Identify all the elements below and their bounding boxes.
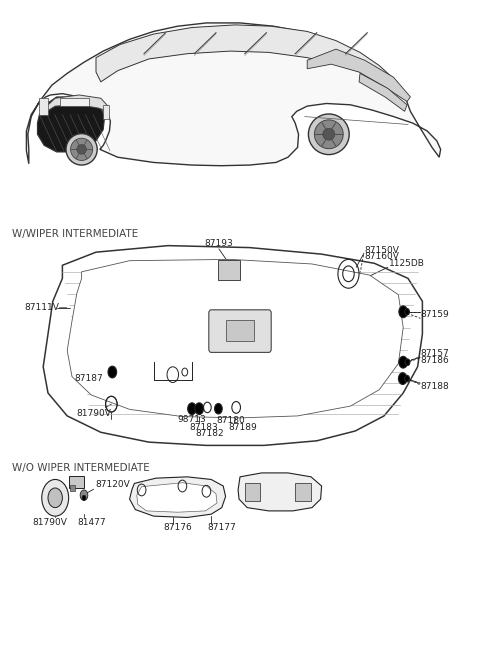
- Bar: [39, 98, 48, 115]
- Text: 98713: 98713: [178, 415, 206, 424]
- Ellipse shape: [66, 134, 97, 165]
- Polygon shape: [130, 477, 226, 517]
- Circle shape: [405, 375, 409, 382]
- Circle shape: [42, 479, 69, 516]
- Circle shape: [188, 403, 196, 415]
- Text: 1125DB: 1125DB: [389, 259, 425, 268]
- Circle shape: [405, 309, 409, 315]
- Polygon shape: [238, 473, 322, 511]
- FancyBboxPatch shape: [209, 310, 271, 352]
- Bar: [295, 483, 311, 501]
- Text: 87180: 87180: [216, 416, 245, 425]
- Text: 87111V: 87111V: [24, 303, 59, 312]
- Polygon shape: [37, 97, 105, 152]
- Ellipse shape: [314, 120, 343, 149]
- Ellipse shape: [71, 138, 93, 160]
- Polygon shape: [45, 95, 108, 113]
- Text: 81790V: 81790V: [77, 409, 112, 419]
- Ellipse shape: [323, 128, 335, 140]
- Text: 91950T: 91950T: [218, 343, 252, 352]
- Text: 87150V: 87150V: [365, 246, 400, 255]
- Text: 87188: 87188: [420, 382, 449, 391]
- Bar: [218, 260, 240, 280]
- Polygon shape: [96, 25, 394, 82]
- Text: 87176: 87176: [163, 523, 192, 533]
- Text: 81477: 81477: [78, 518, 107, 527]
- Ellipse shape: [309, 114, 349, 155]
- Circle shape: [195, 403, 204, 415]
- Bar: [245, 483, 260, 501]
- Circle shape: [398, 373, 407, 384]
- Text: 87189: 87189: [228, 422, 257, 432]
- Text: 87157: 87157: [420, 349, 449, 358]
- Circle shape: [215, 403, 222, 414]
- Ellipse shape: [77, 144, 86, 155]
- Text: 87160V: 87160V: [365, 252, 400, 261]
- Circle shape: [405, 359, 410, 365]
- Polygon shape: [359, 73, 407, 111]
- Circle shape: [48, 488, 62, 508]
- Polygon shape: [43, 246, 422, 445]
- Text: 81790V: 81790V: [33, 518, 68, 527]
- Bar: [60, 98, 89, 106]
- Polygon shape: [26, 23, 441, 166]
- Bar: [226, 320, 254, 341]
- Circle shape: [399, 306, 408, 318]
- Text: W/O WIPER INTERMEDIATE: W/O WIPER INTERMEDIATE: [12, 463, 150, 474]
- Circle shape: [399, 356, 408, 368]
- Circle shape: [80, 490, 88, 500]
- Bar: [70, 485, 75, 491]
- Text: 87187: 87187: [74, 374, 103, 383]
- Bar: [103, 105, 109, 119]
- Polygon shape: [67, 259, 403, 418]
- Circle shape: [82, 495, 86, 500]
- Polygon shape: [307, 49, 410, 102]
- Text: 87182: 87182: [196, 429, 225, 438]
- Text: 87177: 87177: [207, 523, 236, 533]
- Text: 87193: 87193: [204, 239, 233, 248]
- Bar: [69, 476, 84, 488]
- Circle shape: [108, 366, 117, 378]
- Text: 87186: 87186: [420, 356, 449, 365]
- Text: W/WIPER INTERMEDIATE: W/WIPER INTERMEDIATE: [12, 229, 138, 240]
- Text: 87183: 87183: [190, 422, 218, 432]
- Polygon shape: [137, 483, 217, 512]
- Text: 87120V: 87120V: [95, 480, 130, 489]
- Text: 87159: 87159: [420, 310, 449, 319]
